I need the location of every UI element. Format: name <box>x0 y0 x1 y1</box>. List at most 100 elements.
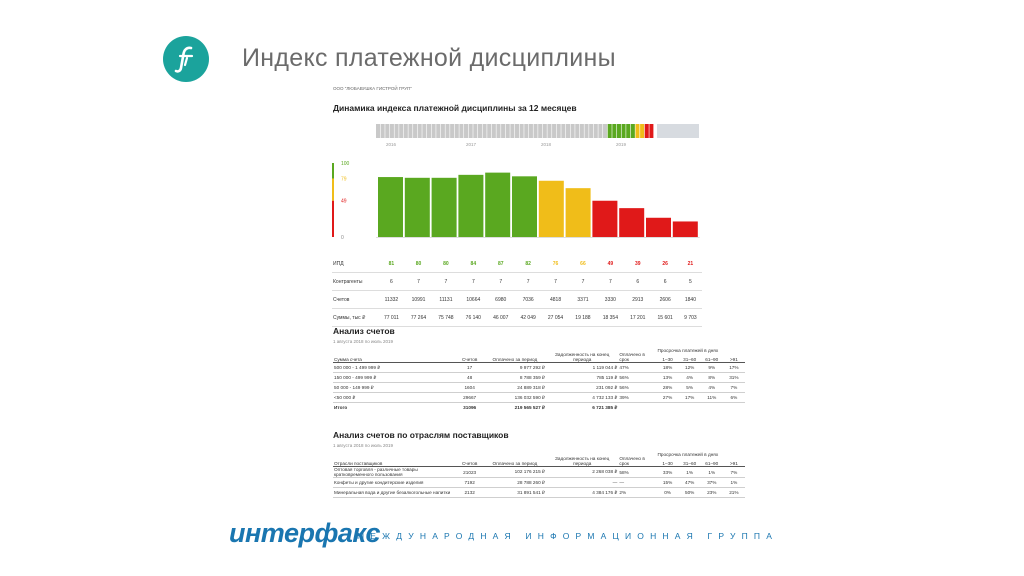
strip-cell[interactable] <box>630 124 635 138</box>
table-cell: 58% <box>618 466 657 478</box>
table-cell: Оптовая торговля - различные товары крат… <box>333 466 456 478</box>
strip-cell[interactable] <box>510 124 515 138</box>
strip-cell[interactable] <box>538 124 543 138</box>
strip-cell[interactable] <box>496 124 501 138</box>
strip-cell[interactable] <box>533 124 538 138</box>
strip-cell[interactable] <box>542 124 547 138</box>
table-header: 31–60 <box>678 457 701 467</box>
strip-cell[interactable] <box>468 124 473 138</box>
table-cell: 7% <box>722 382 745 393</box>
strip-cell[interactable] <box>417 124 422 138</box>
strip-cell[interactable] <box>584 124 589 138</box>
strip-cell[interactable] <box>598 124 603 138</box>
strip-cell[interactable] <box>445 124 450 138</box>
strip-cell[interactable] <box>547 124 552 138</box>
strip-cell[interactable] <box>556 124 561 138</box>
stats-cell: 7 <box>459 272 488 291</box>
strip-cell[interactable] <box>487 124 492 138</box>
strip-window[interactable] <box>657 124 699 138</box>
table-cell: 39% <box>618 392 657 403</box>
table-cell: 31 891 541 ₽ <box>483 487 547 498</box>
strip-cell[interactable] <box>436 124 441 138</box>
table-cell: Минеральная вода и другие безалкогольные… <box>333 487 456 498</box>
scale-band-green <box>332 163 334 179</box>
scale-label: 100 <box>341 161 350 167</box>
stats-cell: 80 <box>432 255 460 273</box>
strip-cell[interactable] <box>565 124 570 138</box>
table-header: 1–30 <box>656 457 679 467</box>
strip-cell[interactable] <box>649 124 654 138</box>
strip-cell[interactable] <box>519 124 524 138</box>
strip-cell[interactable] <box>477 124 482 138</box>
bar <box>672 221 698 237</box>
strip-cell[interactable] <box>408 124 413 138</box>
table-cell: 50% <box>678 487 701 498</box>
strip-cell[interactable] <box>621 124 626 138</box>
strip-cell[interactable] <box>426 124 431 138</box>
strip-cell[interactable] <box>593 124 598 138</box>
strip-cell[interactable] <box>552 124 557 138</box>
strip-cell[interactable] <box>501 124 506 138</box>
table-cell: <50 000 ₽ <box>333 392 456 403</box>
stats-cell: 1840 <box>678 290 702 309</box>
logo-icon <box>163 36 209 82</box>
strip-cell[interactable] <box>528 124 533 138</box>
strip-cell[interactable] <box>570 124 575 138</box>
strip-cell[interactable] <box>635 124 640 138</box>
accounts-table: Сумма счета Счетов Оплачено за период Задол… <box>333 344 745 412</box>
strip-cell[interactable] <box>579 124 584 138</box>
table-cell: 9 977 292 ₽ <box>483 362 547 373</box>
strip-cell[interactable] <box>482 124 487 138</box>
strip-cell[interactable] <box>640 124 645 138</box>
strip-cell[interactable] <box>431 124 436 138</box>
stats-cell: 7036 <box>514 290 542 309</box>
strip-cell[interactable] <box>505 124 510 138</box>
strip-cell[interactable] <box>561 124 566 138</box>
table-cell: 4 384 176 ₽ <box>546 487 619 498</box>
strip-cell[interactable] <box>450 124 455 138</box>
table-cell: 5% <box>678 382 701 393</box>
strip-cell[interactable] <box>376 124 381 138</box>
strip-cell[interactable] <box>575 124 580 138</box>
stats-cell: 15 601 <box>651 308 679 327</box>
strip-cell[interactable] <box>385 124 390 138</box>
stats-cell: 76 140 <box>459 308 488 327</box>
strip-cell[interactable] <box>454 124 459 138</box>
strip-cell[interactable] <box>515 124 520 138</box>
bar <box>646 217 671 237</box>
strip-cell[interactable] <box>607 124 612 138</box>
stats-cell: 5 <box>678 272 702 291</box>
stats-cell: 3330 <box>596 290 625 309</box>
table-cell: 56% <box>618 382 657 393</box>
table-cell: 15% <box>656 477 679 488</box>
strip-cell[interactable] <box>612 124 617 138</box>
table-cell: 56% <box>618 372 657 383</box>
strip-cell[interactable] <box>440 124 445 138</box>
strip-cell[interactable] <box>413 124 418 138</box>
strip-cell[interactable] <box>422 124 427 138</box>
table-cell: Конфеты и другие кондитерские изделия <box>333 477 456 488</box>
strip-cell[interactable] <box>589 124 594 138</box>
table-cell: 21023 <box>455 466 484 478</box>
strip-cell[interactable] <box>616 124 621 138</box>
strip-cell[interactable] <box>380 124 385 138</box>
table-cell: 50 000 - 149 999 ₽ <box>333 382 456 393</box>
strip-cell[interactable] <box>524 124 529 138</box>
bar <box>404 177 430 237</box>
stats-cell: 7 <box>596 272 625 291</box>
strip-cell[interactable] <box>491 124 496 138</box>
strip-cell[interactable] <box>403 124 408 138</box>
strip-cell[interactable] <box>626 124 631 138</box>
strip-cell[interactable] <box>603 124 608 138</box>
stats-row: Контрагенты 6 7 7 7 7 7 7 7 7 6 6 5 <box>332 272 702 291</box>
timeline-strip[interactable]: 2016 2017 2018 2019 <box>376 124 700 148</box>
strip-cell[interactable] <box>394 124 399 138</box>
strip-cell[interactable] <box>459 124 464 138</box>
strip-cell[interactable] <box>473 124 478 138</box>
table-cell: 2 268 038 ₽ <box>546 466 619 478</box>
slide-title: Индекс платежной дисциплины <box>242 44 616 72</box>
strip-cell[interactable] <box>389 124 394 138</box>
strip-cell[interactable] <box>399 124 404 138</box>
strip-cell[interactable] <box>464 124 469 138</box>
strip-cell[interactable] <box>644 124 649 138</box>
